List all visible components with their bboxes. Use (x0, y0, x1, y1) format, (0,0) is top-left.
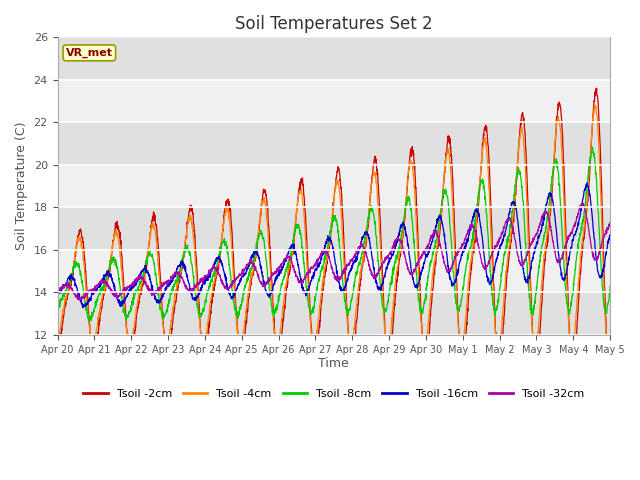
Title: Soil Temperatures Set 2: Soil Temperatures Set 2 (235, 15, 433, 33)
Bar (58, 122, 610, 165)
Bar (58, 165, 610, 207)
Legend: Tsoil -2cm, Tsoil -4cm, Tsoil -8cm, Tsoil -16cm, Tsoil -32cm: Tsoil -2cm, Tsoil -4cm, Tsoil -8cm, Tsoi… (79, 385, 589, 404)
Bar (58, 80, 610, 122)
Text: VR_met: VR_met (66, 48, 113, 58)
Bar (58, 250, 610, 292)
Bar (58, 292, 610, 335)
Bar (58, 207, 610, 250)
Y-axis label: Soil Temperature (C): Soil Temperature (C) (15, 122, 28, 251)
Bar (58, 37, 610, 80)
X-axis label: Time: Time (319, 358, 349, 371)
